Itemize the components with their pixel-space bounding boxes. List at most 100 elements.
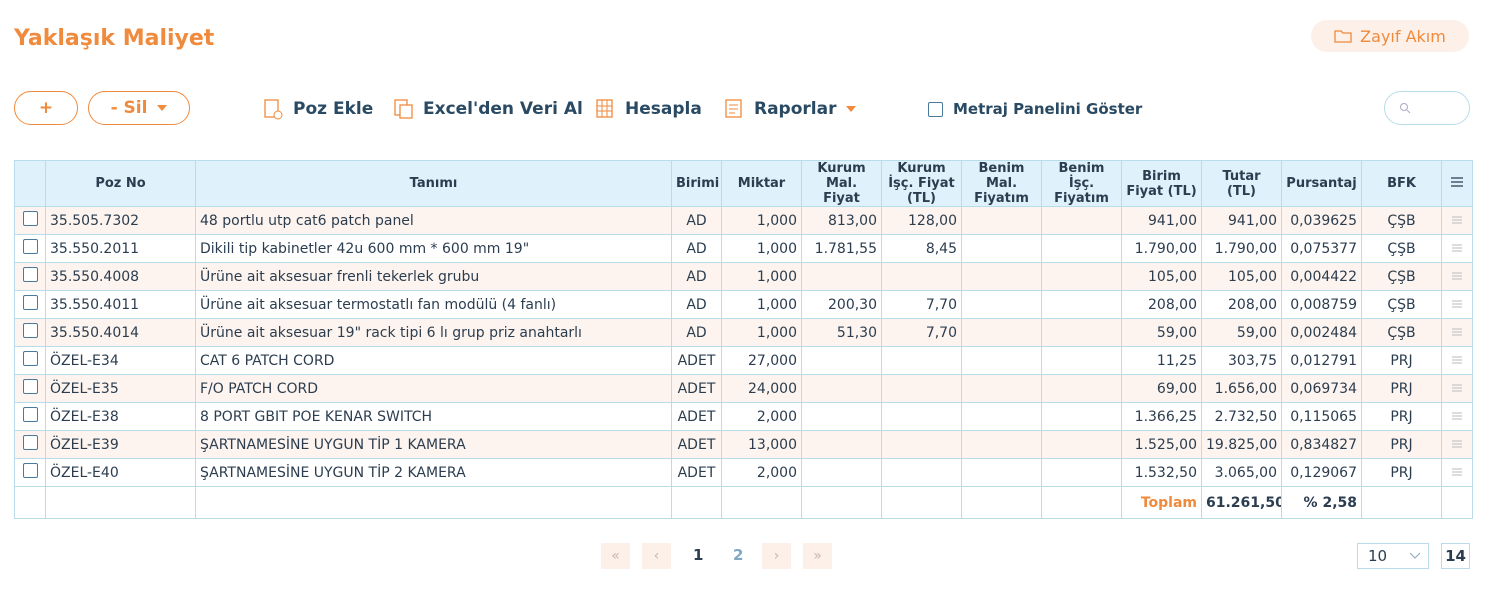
table-cell: 59,00 — [1201, 318, 1282, 347]
row-menu[interactable] — [1441, 318, 1473, 347]
flow-label: Zayıf Akım — [1360, 26, 1446, 46]
table-cell: ÇŞB — [1361, 290, 1442, 319]
menu-icon — [1452, 272, 1462, 279]
icon — [725, 99, 742, 118]
menu-icon — [1452, 356, 1462, 363]
checkbox[interactable] — [22, 323, 38, 338]
last-page[interactable]: » — [803, 543, 832, 569]
panel-checkbox[interactable]: Metraj Panelini Göster — [928, 96, 1142, 122]
add-item-tool[interactable]: Poz Ekle — [263, 96, 373, 122]
icon — [596, 99, 613, 118]
row-select[interactable] — [14, 402, 46, 431]
table-cell — [961, 234, 1042, 263]
table-cell: 0,834827 — [1281, 430, 1362, 459]
table-cell: 69,00 — [1121, 374, 1202, 403]
table-cell: 1,000 — [721, 290, 802, 319]
row-select[interactable] — [14, 374, 46, 403]
checkbox[interactable] — [22, 211, 38, 226]
table-cell: 8 PORT GBIT POE KENAR SWITCH — [195, 402, 672, 431]
table-cell: 0,115065 — [1281, 402, 1362, 431]
row-select[interactable] — [14, 346, 46, 375]
page-number[interactable]: 1 — [693, 546, 704, 564]
table-cell: 3.065,00 — [1201, 458, 1282, 487]
table-cell: 200,30 — [801, 290, 882, 319]
table-cell: ÇŞB — [1361, 234, 1442, 263]
row-menu[interactable] — [1441, 206, 1473, 235]
delete-button[interactable]: - Sil — [88, 91, 190, 125]
first-page[interactable]: « — [601, 543, 630, 569]
table-cell: 0,008759 — [1281, 290, 1362, 319]
add-button[interactable]: + — [14, 91, 78, 125]
column-header: Benim Mal. Fiyatım — [961, 160, 1042, 207]
table-cell — [961, 206, 1042, 235]
table-cell: 105,00 — [1201, 262, 1282, 291]
delete-label: - Sil — [110, 98, 148, 118]
column-menu[interactable] — [1441, 160, 1473, 207]
table-cell: 0,002484 — [1281, 318, 1362, 347]
checkbox[interactable] — [22, 351, 38, 366]
row-select[interactable] — [14, 458, 46, 487]
total-amount: 61.261,50 — [1201, 486, 1282, 519]
tool-label: Raporlar — [754, 99, 837, 119]
table-row: 35.505.7302 48 portlu utp cat6 patch pane… — [14, 206, 1473, 235]
table-cell: 0,039625 — [1281, 206, 1362, 235]
column-header: Birim Fiyat (TL) — [1121, 160, 1202, 207]
row-menu[interactable] — [1441, 430, 1473, 459]
search-box[interactable] — [1384, 91, 1470, 125]
checkbox[interactable] — [22, 239, 38, 254]
row-select[interactable] — [14, 234, 46, 263]
table-cell — [1041, 290, 1122, 319]
table-row: 35.550.4008 Ürüne ait aksesuar frenli tek… — [14, 262, 1473, 291]
page-number[interactable]: 2 — [733, 546, 744, 564]
row-menu[interactable] — [1441, 234, 1473, 263]
row-select[interactable] — [14, 206, 46, 235]
table-cell — [961, 262, 1042, 291]
column-header: BFK — [1361, 160, 1442, 207]
flow-button[interactable]: Zayıf Akım — [1311, 20, 1469, 52]
row-menu[interactable] — [1441, 458, 1473, 487]
table-cell: PRJ — [1361, 430, 1442, 459]
checkbox[interactable] — [928, 101, 943, 117]
reports-tool[interactable]: Raporlar — [724, 96, 857, 122]
checkbox[interactable] — [22, 435, 38, 450]
prev-page[interactable]: ‹ — [642, 543, 671, 569]
caret — [1409, 552, 1421, 559]
table-cell: 303,75 — [1201, 346, 1282, 375]
checkbox[interactable] — [22, 295, 38, 310]
checkbox[interactable] — [22, 463, 38, 478]
row-menu[interactable] — [1441, 402, 1473, 431]
table-cell: 0,075377 — [1281, 234, 1362, 263]
row-menu[interactable] — [1441, 262, 1473, 291]
page-size-select[interactable]: 10 — [1357, 543, 1429, 569]
table-cell: ŞARTNAMESİNE UYGUN TİP 2 KAMERA — [195, 458, 672, 487]
table-cell — [881, 402, 962, 431]
row-menu[interactable] — [1441, 374, 1473, 403]
menu-icon — [1452, 384, 1462, 391]
table-cell: 2,000 — [721, 458, 802, 487]
row-select[interactable] — [14, 262, 46, 291]
excel-tool[interactable]: Excel'den Veri Al — [393, 96, 583, 122]
next-page[interactable]: › — [762, 543, 791, 569]
checkbox[interactable] — [22, 407, 38, 422]
table-cell: 0,069734 — [1281, 374, 1362, 403]
row-menu[interactable] — [1441, 346, 1473, 375]
row-menu[interactable] — [1441, 290, 1473, 319]
checkbox[interactable] — [22, 267, 38, 282]
table-cell: 1,000 — [721, 234, 802, 263]
table-cell: 813,00 — [801, 206, 882, 235]
table-cell: 1.366,25 — [1121, 402, 1202, 431]
table-cell: 59,00 — [1121, 318, 1202, 347]
table-cell — [961, 318, 1042, 347]
table-cell: 35.550.4011 — [45, 290, 196, 319]
table-cell: ADET — [671, 374, 722, 403]
row-select[interactable] — [14, 430, 46, 459]
table-cell: Ürüne ait aksesuar frenli tekerlek grubu — [195, 262, 672, 291]
calculate-tool[interactable]: Hesapla — [595, 96, 702, 122]
table-cell: 1.532,50 — [1121, 458, 1202, 487]
row-select[interactable] — [14, 318, 46, 347]
checkbox[interactable] — [22, 379, 38, 394]
table-cell: PRJ — [1361, 458, 1442, 487]
table-cell — [1041, 430, 1122, 459]
row-select[interactable] — [14, 290, 46, 319]
